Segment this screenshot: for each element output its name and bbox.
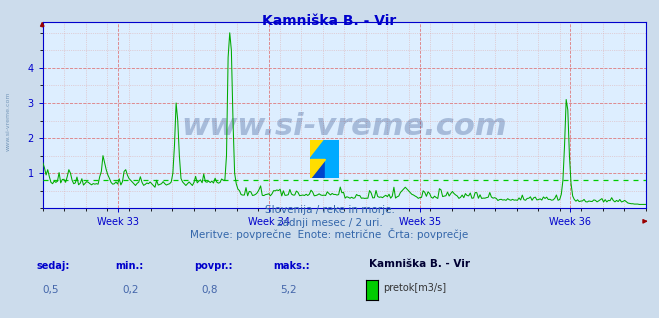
Bar — [310, 159, 325, 178]
Text: Meritve: povprečne  Enote: metrične  Črta: povprečje: Meritve: povprečne Enote: metrične Črta:… — [190, 229, 469, 240]
Bar — [325, 140, 339, 159]
Text: Kamniška B. - Vir: Kamniška B. - Vir — [262, 14, 397, 28]
Text: maks.:: maks.: — [273, 261, 310, 271]
Text: www.si-vreme.com: www.si-vreme.com — [181, 112, 507, 141]
Bar — [325, 159, 339, 178]
Polygon shape — [310, 140, 325, 159]
Text: zadnji mesec / 2 uri.: zadnji mesec / 2 uri. — [277, 218, 382, 228]
Text: 0,2: 0,2 — [122, 285, 138, 294]
Text: www.si-vreme.com: www.si-vreme.com — [5, 91, 11, 151]
Text: min.:: min.: — [115, 261, 144, 271]
Text: Kamniška B. - Vir: Kamniška B. - Vir — [369, 259, 470, 269]
Text: povpr.:: povpr.: — [194, 261, 233, 271]
Text: sedaj:: sedaj: — [36, 261, 70, 271]
Bar — [310, 140, 325, 159]
Polygon shape — [310, 159, 325, 178]
Text: Slovenija / reke in morje.: Slovenija / reke in morje. — [264, 205, 395, 215]
Text: 0,5: 0,5 — [43, 285, 59, 294]
Text: pretok[m3/s]: pretok[m3/s] — [384, 283, 447, 293]
Text: 0,8: 0,8 — [201, 285, 217, 294]
Text: 5,2: 5,2 — [280, 285, 297, 294]
